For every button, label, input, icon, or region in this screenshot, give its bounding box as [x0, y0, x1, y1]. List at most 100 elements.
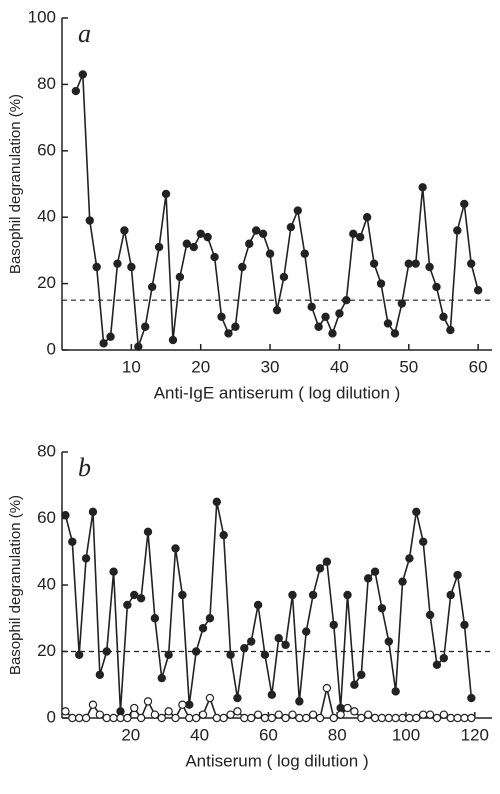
data-point	[198, 624, 208, 633]
data-point	[102, 647, 111, 656]
data-point	[432, 282, 441, 292]
x-tick-label: 30	[261, 357, 280, 376]
data-point	[357, 670, 366, 679]
x-tick-label: 100	[392, 725, 420, 744]
data-point	[453, 713, 462, 723]
x-axis-label: Anti-IgE antiserum ( log dilution )	[154, 383, 401, 402]
data-point	[432, 713, 442, 723]
data-point	[288, 710, 297, 719]
data-point	[157, 673, 166, 683]
data-point	[102, 713, 111, 723]
data-point	[240, 713, 249, 723]
data-point	[419, 537, 428, 546]
data-point	[92, 262, 101, 272]
data-point	[130, 703, 139, 713]
x-tick-label: 50	[399, 357, 418, 376]
y-tick-label: 40	[37, 574, 56, 593]
data-point	[281, 713, 290, 723]
data-point	[274, 710, 283, 719]
data-point	[168, 335, 178, 345]
data-point	[178, 700, 187, 709]
data-point	[425, 262, 434, 272]
data-point	[398, 577, 407, 586]
data-point	[134, 342, 143, 351]
data-point	[219, 713, 228, 723]
data-point	[425, 710, 435, 719]
data-point	[253, 710, 263, 719]
data-point	[106, 332, 115, 341]
data-point	[328, 329, 337, 338]
data-point	[460, 713, 469, 723]
data-point	[453, 570, 462, 580]
data-point	[274, 634, 283, 643]
data-point	[198, 710, 208, 719]
data-point	[71, 86, 81, 96]
data-point	[205, 693, 215, 703]
data-point	[251, 226, 261, 235]
data-point	[164, 650, 173, 660]
data-point	[384, 637, 393, 646]
data-point	[130, 590, 139, 600]
data-point	[391, 687, 400, 696]
data-point	[295, 697, 304, 706]
data-point	[405, 713, 414, 723]
data-point	[315, 713, 325, 723]
data-point	[391, 713, 400, 723]
data-point	[398, 713, 407, 723]
y-tick-label: 20	[37, 273, 56, 292]
data-point	[136, 713, 146, 723]
data-point	[226, 710, 235, 719]
data-point	[150, 614, 160, 623]
data-point	[343, 590, 352, 600]
data-point	[85, 216, 94, 225]
data-point	[233, 707, 242, 716]
data-point	[219, 530, 228, 540]
y-tick-label: 0	[47, 339, 56, 358]
data-point	[315, 564, 325, 573]
data-point	[68, 713, 77, 723]
data-point	[120, 226, 129, 235]
x-tick-label: 60	[259, 725, 278, 744]
data-point	[212, 497, 221, 507]
data-point	[350, 707, 359, 716]
data-point	[322, 557, 332, 566]
data-point	[384, 713, 393, 723]
data-point	[370, 713, 380, 723]
data-point	[405, 554, 414, 563]
data-point	[61, 510, 70, 520]
data-point	[411, 259, 420, 268]
data-point	[185, 700, 194, 709]
x-tick-label: 80	[328, 725, 347, 744]
data-point	[460, 199, 469, 209]
x-tick-label: 40	[190, 725, 209, 744]
data-point	[376, 279, 386, 288]
data-point	[78, 70, 88, 79]
data-point	[343, 703, 352, 713]
y-tick-label: 80	[37, 74, 56, 93]
data-point	[175, 272, 185, 282]
data-point	[286, 222, 296, 232]
data-point	[150, 710, 160, 719]
data-point	[404, 259, 413, 268]
y-tick-label: 40	[37, 207, 56, 226]
data-point	[418, 183, 427, 192]
data-point	[154, 242, 164, 252]
x-tick-label: 120	[461, 725, 489, 744]
data-point	[439, 312, 448, 321]
data-point	[258, 229, 268, 238]
series-line	[75, 74, 479, 347]
data-point	[267, 690, 277, 699]
x-tick-label: 10	[122, 357, 141, 376]
data-point	[246, 637, 256, 646]
data-point	[210, 252, 219, 262]
y-tick-label: 100	[28, 7, 56, 26]
data-point	[185, 713, 194, 723]
data-point	[178, 590, 187, 600]
data-point	[336, 710, 345, 719]
data-point	[300, 249, 309, 258]
data-point	[164, 707, 173, 716]
data-point	[329, 620, 338, 630]
data-point	[123, 600, 132, 610]
data-point	[460, 620, 469, 630]
data-point	[260, 713, 270, 723]
